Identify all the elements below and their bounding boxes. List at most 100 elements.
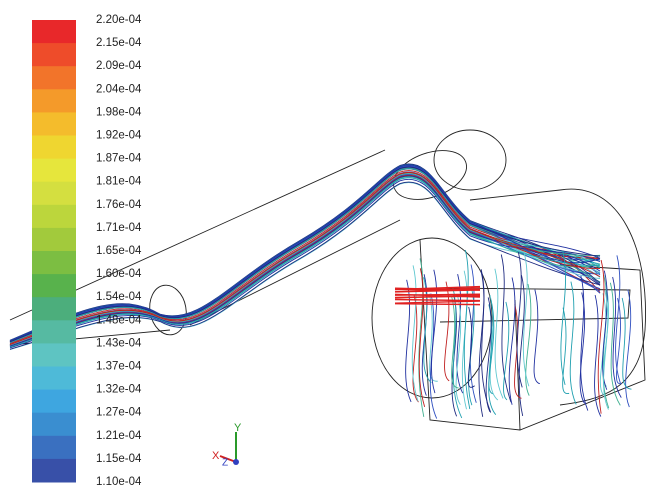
pathline	[412, 294, 419, 403]
pathline	[411, 265, 419, 402]
pathline	[428, 293, 438, 382]
colorbar-label: 1.81e-04	[96, 176, 142, 188]
pathline	[603, 290, 609, 410]
colorbar-band	[32, 204, 76, 229]
neck-ring	[433, 129, 507, 191]
colorbar: 2.20e-04 2.15e-04 2.09e-04 2.04e-04 1.98e-04…	[32, 14, 142, 486]
colorbar-band	[32, 320, 76, 344]
pathline	[594, 294, 602, 417]
pathline	[500, 254, 512, 403]
pathline	[488, 299, 495, 395]
pathline	[9, 163, 601, 341]
pathline	[9, 178, 601, 349]
pathline	[9, 171, 601, 345]
pathline	[625, 289, 632, 408]
pathline	[418, 258, 425, 417]
pathline	[9, 164, 601, 342]
pathline	[9, 170, 601, 344]
pathline	[609, 282, 621, 406]
pathline	[394, 300, 481, 304]
pathline	[562, 307, 570, 394]
colorbar-label: 1.87e-04	[96, 153, 142, 165]
inner-tube	[439, 287, 631, 323]
colorbar-label: 2.04e-04	[96, 83, 142, 95]
colorbar-band	[32, 112, 76, 136]
colorbar-band	[32, 389, 76, 414]
pathline	[516, 252, 523, 388]
pathline	[525, 283, 532, 396]
pathline	[615, 255, 621, 384]
colorbar-band	[32, 274, 76, 298]
colorbar-label: 1.60e-04	[96, 268, 142, 280]
colorbar-band	[32, 181, 76, 206]
axis-triad: Y X Z	[212, 422, 242, 469]
colorbar-label: 2.20e-04	[96, 14, 142, 26]
colorbar-band	[32, 458, 76, 483]
colorbar-label: 1.32e-04	[96, 384, 142, 396]
colorbar-band	[32, 20, 76, 44]
colorbar-label: 1.37e-04	[96, 361, 142, 373]
colorbar-label: 1.48e-04	[96, 314, 142, 326]
colorbar-band	[32, 251, 76, 275]
colorbar-label: 1.71e-04	[96, 222, 142, 234]
pathline	[597, 259, 605, 414]
pathline	[405, 279, 412, 403]
pathline	[480, 270, 492, 413]
pathline	[533, 289, 541, 385]
pathline	[9, 168, 601, 344]
colorbar-band	[32, 135, 76, 160]
pathline	[503, 301, 510, 401]
pathline	[9, 174, 601, 347]
colorbar-label: 1.54e-04	[96, 291, 142, 303]
colorbar-label: 1.27e-04	[96, 407, 142, 419]
colorbar-band	[32, 66, 76, 90]
pathline	[431, 269, 438, 394]
pathline	[508, 277, 516, 405]
colorbar-band	[32, 89, 76, 113]
pathline	[394, 287, 481, 291]
pathline	[485, 297, 492, 413]
colorbar-label: 1.92e-04	[96, 130, 142, 142]
pathline	[463, 249, 471, 410]
x-axis-label: X	[212, 450, 220, 462]
pathline	[394, 302, 481, 306]
pathline	[394, 294, 481, 299]
pathline	[9, 177, 601, 348]
pathline	[569, 281, 577, 405]
pathline	[455, 296, 462, 405]
colorbar-label: 1.65e-04	[96, 245, 142, 257]
colorbar-band	[32, 435, 76, 460]
pathline	[580, 275, 589, 411]
colorbar-band	[32, 412, 76, 437]
y-axis-label: Y	[234, 422, 242, 434]
canister-dome	[559, 188, 646, 406]
pathline	[394, 293, 481, 298]
pathline	[9, 166, 601, 343]
colorbar-band	[32, 227, 76, 252]
pathline	[621, 297, 632, 390]
colorbar-band	[32, 158, 76, 183]
colorbar-label: 2.09e-04	[96, 60, 142, 72]
pathline	[394, 298, 481, 302]
colorbar-label: 1.21e-04	[96, 430, 142, 442]
pathline	[9, 175, 601, 347]
z-axis-label: Z	[222, 458, 228, 469]
z-axis-arrow	[233, 459, 239, 465]
pathline	[9, 181, 601, 350]
pathline	[514, 304, 522, 399]
colorbar-label: 1.98e-04	[96, 106, 142, 118]
colorbar-band	[32, 366, 76, 391]
colorbar-band	[32, 297, 76, 321]
colorbar-label: 1.10e-04	[96, 476, 142, 486]
colorbar-label: 2.15e-04	[96, 37, 142, 49]
pathline	[518, 275, 525, 417]
pathline	[494, 268, 504, 399]
pathline	[451, 296, 459, 389]
pathline	[616, 298, 622, 384]
pathline	[522, 253, 530, 387]
colorbar-band	[32, 43, 76, 67]
pathline	[418, 268, 426, 407]
colorbar-band	[32, 343, 76, 367]
pathlines	[9, 163, 632, 419]
